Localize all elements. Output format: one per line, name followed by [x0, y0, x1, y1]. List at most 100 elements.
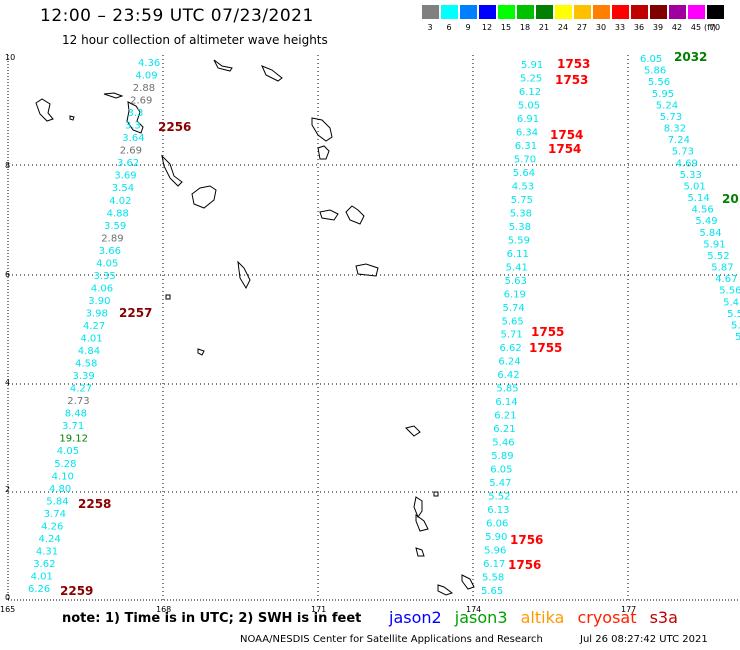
wave-height-label: 4.31: [36, 546, 58, 557]
wave-height-label: 5.47: [489, 478, 511, 489]
wave-height-label: 3.54: [112, 183, 134, 194]
mission-label: s3a: [649, 608, 678, 627]
atoll-outline: [261, 65, 283, 82]
atoll-outline: [415, 514, 429, 532]
atoll-outline: [317, 145, 330, 160]
wave-height-label: 6.13: [487, 505, 509, 516]
lon-tick-label: 174: [466, 605, 481, 614]
wave-height-label: 2.73: [67, 396, 89, 407]
atoll-outline: [69, 115, 75, 121]
wave-height-label: 4.88: [107, 208, 129, 219]
wave-height-label: 3.39: [73, 371, 95, 382]
lon-tick-label: 168: [156, 605, 171, 614]
wave-height-label: 2.69: [120, 146, 142, 157]
wave-height-label: 5.38: [510, 208, 532, 219]
colorbar-swatch: [441, 5, 458, 19]
wave-height-label: 5.01: [684, 181, 706, 192]
wave-height-label: 3.71: [62, 421, 84, 432]
wave-height-label: 6.06: [486, 519, 508, 530]
wave-height-label: 7.24: [668, 135, 690, 146]
colorbar-label: 27: [576, 23, 588, 32]
colorbar-label: 45: [690, 23, 702, 32]
mission-label: altika: [520, 608, 565, 627]
colorbar-swatch: [422, 5, 439, 19]
wave-height-label: 5.84: [46, 496, 68, 507]
time-label: 1753: [555, 73, 588, 87]
wave-height-label: 5.71: [501, 330, 523, 341]
wave-height-label: 4.05: [57, 446, 79, 457]
time-label: 2256: [158, 120, 191, 134]
wave-height-label: 5.91: [703, 239, 725, 250]
atoll-outline: [345, 205, 365, 225]
wave-height-label: 6.26: [28, 584, 50, 595]
lat-tick-label: 8: [5, 161, 10, 170]
colorbar-unit: (ft): [703, 23, 717, 32]
time-label: 1756: [510, 533, 543, 547]
colorbar-label: 70: [709, 23, 721, 32]
mission-legend: jason2 jason3 altika cryosat s3a: [389, 608, 686, 627]
wave-height-label: 4.06: [91, 283, 113, 294]
wave-height-label: 5.05: [518, 101, 540, 112]
wave-height-label: 4.67: [715, 274, 737, 285]
wave-height-label: 4.26: [41, 521, 63, 532]
atoll-outline: [126, 101, 144, 134]
wave-height-label: 8.32: [664, 124, 686, 135]
atoll-outline: [405, 425, 421, 437]
map-note: note: 1) Time is in UTC; 2) SWH is in fe…: [62, 611, 362, 626]
time-label: 1755: [529, 341, 562, 355]
colorbar-swatch: [498, 5, 515, 19]
generated-timestamp: Jul 26 08:27:42 UTC 2021: [580, 634, 708, 645]
wave-height-label: 6.19: [504, 289, 526, 300]
map-frame: [7, 55, 740, 601]
wave-height-label: 4.84: [78, 346, 100, 357]
time-label: 20: [722, 192, 739, 206]
wave-height-label: 5.70: [514, 154, 536, 165]
colorbar-label: 36: [633, 23, 645, 32]
atoll-outline: [165, 294, 171, 300]
mission-label: cryosat: [577, 608, 637, 627]
wave-height-label: 2.69: [130, 96, 152, 107]
wave-height-label: 3.74: [44, 509, 66, 520]
wave-height-label: 5.25: [520, 74, 542, 85]
colorbar-swatch: [631, 5, 648, 19]
atoll-outline: [35, 98, 54, 122]
lat-tick-label: 0: [5, 593, 10, 602]
colorbar-label: 21: [538, 23, 550, 32]
wave-height-label: 4.24: [39, 534, 61, 545]
wave-height-label: 5.2: [731, 320, 740, 331]
wave-height-label: 5.5: [727, 309, 740, 320]
wave-height-label: 2.89: [101, 233, 123, 244]
wave-height-label: 6.05: [640, 54, 662, 65]
colorbar-label: 18: [519, 23, 531, 32]
wave-height-label: 4.58: [75, 359, 97, 370]
wave-height-label: 6.62: [500, 343, 522, 354]
wave-height-label: 5.89: [491, 451, 513, 462]
wave-height-label: 5.52: [488, 492, 510, 503]
wave-height-label: 5.24: [656, 100, 678, 111]
wave-height-label: 3.35: [94, 271, 116, 282]
lon-tick-label: 171: [311, 605, 326, 614]
wave-height-label: 6.14: [495, 397, 517, 408]
wave-height-label: 3.90: [88, 296, 110, 307]
wave-height-label: 8.48: [65, 409, 87, 420]
atoll-outline: [213, 59, 233, 72]
colorbar-label: 9: [465, 23, 471, 32]
wave-height-label: 5.59: [508, 235, 530, 246]
time-label: 1755: [531, 325, 564, 339]
wave-height-label: 4.10: [52, 471, 74, 482]
wave-height-label: 3.66: [99, 246, 121, 257]
wave-height-label: 6.05: [490, 465, 512, 476]
wave-height-label: 4.01: [80, 334, 102, 345]
wave-height-label: 5.65: [481, 586, 503, 597]
lat-tick-label: 6: [5, 270, 10, 279]
wave-height-label: 3.98: [86, 309, 108, 320]
wave-height-label: 6.24: [498, 357, 520, 368]
colorbar-label: 33: [614, 23, 626, 32]
wave-height-label: 6.34: [516, 127, 538, 138]
colorbar-swatch: [517, 5, 534, 19]
map-subtitle: 12 hour collection of altimeter wave hei…: [62, 33, 328, 47]
atoll-outline: [461, 574, 475, 590]
wave-height-label: 5.58: [482, 573, 504, 584]
wave-height-label: 4.01: [31, 572, 53, 583]
colorbar-label: 24: [557, 23, 569, 32]
